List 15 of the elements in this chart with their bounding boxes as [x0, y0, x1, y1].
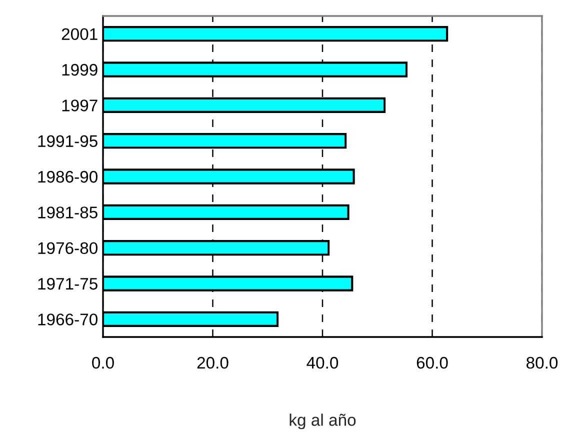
y-tick-label: 1966-70 — [38, 314, 98, 326]
x-tick-label: 60.0 — [416, 356, 448, 369]
y-tick-label: 1997 — [62, 100, 98, 112]
y-tick-label: 1981-85 — [38, 206, 98, 218]
x-tick-label: 20.0 — [197, 356, 228, 369]
x-tick-label: 40.0 — [306, 356, 338, 369]
y-tick-label: 1999 — [62, 64, 98, 76]
y-tick-label: 2001 — [62, 28, 98, 40]
x-tick-label: 0.0 — [92, 356, 114, 369]
x-axis-title: kg al año — [290, 414, 356, 430]
y-tick-label: 1971-75 — [38, 278, 98, 290]
y-tick-label: 1991-95 — [38, 135, 98, 148]
y-tick-label: 1986-90 — [38, 170, 98, 183]
x-tick-label: 80.0 — [526, 356, 558, 369]
y-tick-label: 1976-80 — [38, 242, 98, 254]
